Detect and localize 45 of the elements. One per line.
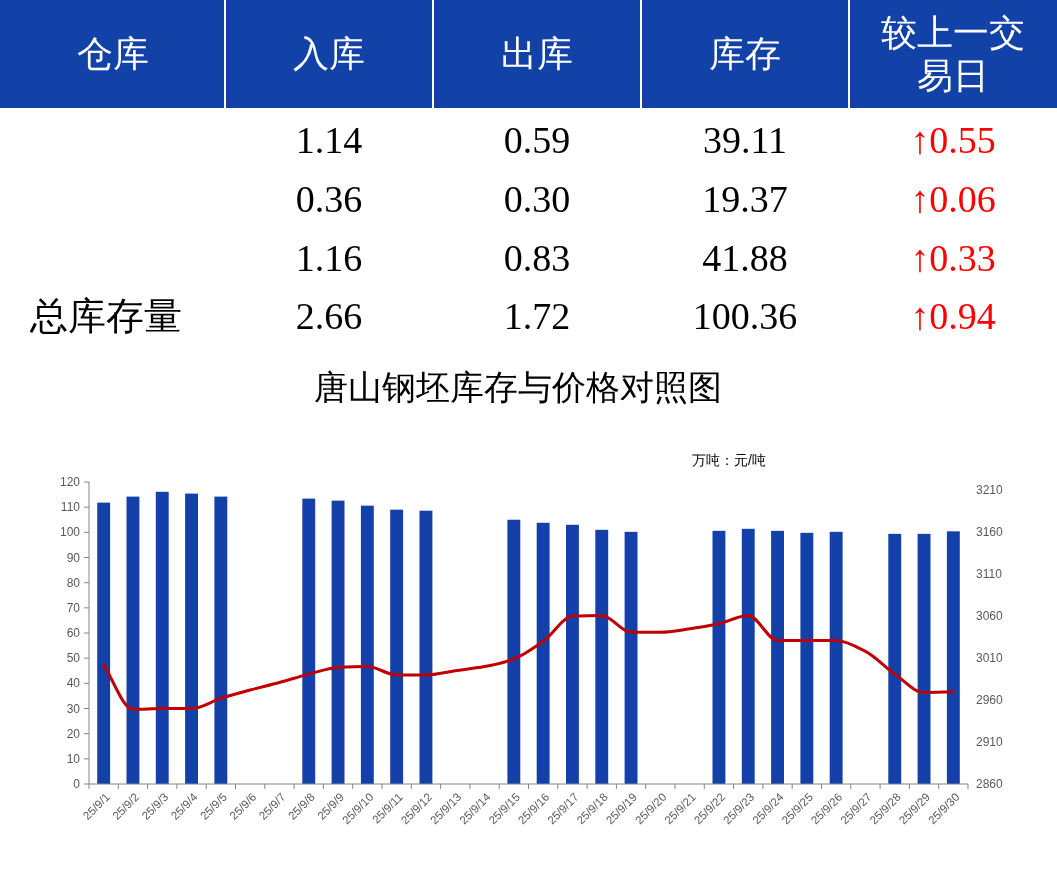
category-label: 库存 — [709, 34, 781, 74]
y-tick-label: 50 — [66, 651, 81, 666]
text: ↑0.06 — [910, 177, 996, 220]
text: 39.11 — [702, 119, 788, 162]
y2-tick-label: 3060 — [976, 609, 1004, 624]
text: 0.83 — [503, 236, 571, 279]
text: 41.88 — [702, 236, 788, 279]
text: 0.30 — [503, 177, 571, 220]
text: 2.66 — [295, 295, 363, 338]
y-tick-label: 60 — [66, 626, 81, 640]
y-tick-label: 80 — [66, 575, 81, 590]
y-tick-label: 90 — [66, 550, 81, 565]
y-tick-label: 70 — [66, 600, 81, 615]
text: 0.36 — [295, 177, 363, 220]
y2-tick-label: 3160 — [976, 525, 1004, 540]
y-tick-label: 0 — [73, 777, 81, 791]
category-label: 总库存量 — [30, 295, 182, 338]
text: 0.59 — [503, 119, 571, 162]
text: 万吨：元/吨 — [692, 452, 766, 468]
text: 100.36 — [692, 295, 798, 338]
category-label: 出库 — [501, 34, 573, 74]
y2-tick-label: 2910 — [976, 735, 1004, 750]
y2-tick-label: 2960 — [976, 693, 1004, 708]
text: ↑0.94 — [910, 295, 996, 338]
text: 19.37 — [702, 177, 788, 220]
text: ↑0.33 — [910, 236, 996, 279]
text: 仓库 — [76, 34, 149, 74]
y2-tick-label: 2860 — [976, 777, 1004, 791]
y2-tick-label: 3010 — [976, 651, 1004, 666]
text: ↑0.55 — [910, 119, 996, 162]
y-tick-label: 110 — [60, 500, 81, 515]
text: 1.72 — [503, 295, 571, 338]
y2-tick-label: 3110 — [976, 567, 1003, 582]
category-label: 入库 — [293, 34, 365, 74]
y-tick-label: 100 — [59, 525, 81, 540]
y-tick-label: 40 — [66, 676, 81, 691]
y-tick-label: 10 — [66, 751, 81, 766]
text: 1.14 — [295, 119, 363, 162]
category-label: 较上一交易日 — [881, 12, 1025, 96]
y-tick-label: 20 — [66, 726, 81, 741]
y2-tick-label: 3210 — [976, 483, 1004, 498]
text: 1.16 — [295, 236, 363, 279]
chart-title: 唐山钢坯库存与价格对照图 — [314, 368, 722, 406]
y-tick-label: 30 — [66, 701, 81, 716]
y-tick-label: 120 — [59, 475, 81, 489]
